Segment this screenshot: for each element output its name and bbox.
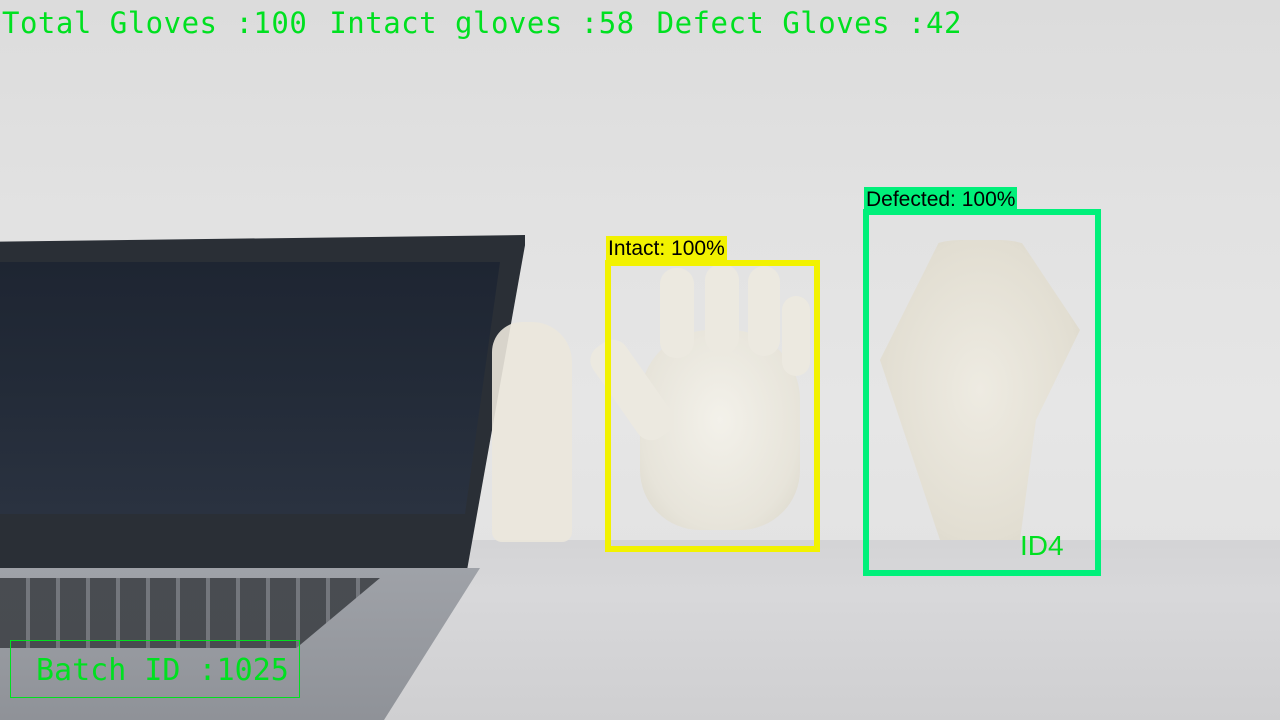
- intact-glove-finger: [748, 266, 780, 356]
- intact-glove-finger: [705, 264, 739, 354]
- total-gloves-count: Total Gloves :100: [2, 6, 308, 40]
- defect-detection-label: Defected: 100%: [864, 187, 1018, 213]
- intact-glove-finger: [660, 268, 694, 358]
- batch-id-box: [10, 640, 300, 698]
- defect-gloves-count: Defect Gloves :42: [656, 6, 962, 40]
- intact-detection-label: Intact: 100%: [606, 236, 727, 262]
- intact-bounding-box: [605, 260, 820, 552]
- glove-statistics: Total Gloves :100 Intact gloves :58 Defect…: [2, 6, 984, 40]
- intact-glove-finger: [782, 296, 810, 376]
- intact-gloves-count: Intact gloves :58: [329, 6, 635, 40]
- defect-track-id: ID4: [1020, 530, 1064, 561]
- defect-bounding-box: [863, 209, 1101, 576]
- background-glove: [492, 322, 572, 542]
- batch-id-label: Batch ID :1025: [36, 653, 289, 688]
- laptop-screen: [0, 262, 500, 514]
